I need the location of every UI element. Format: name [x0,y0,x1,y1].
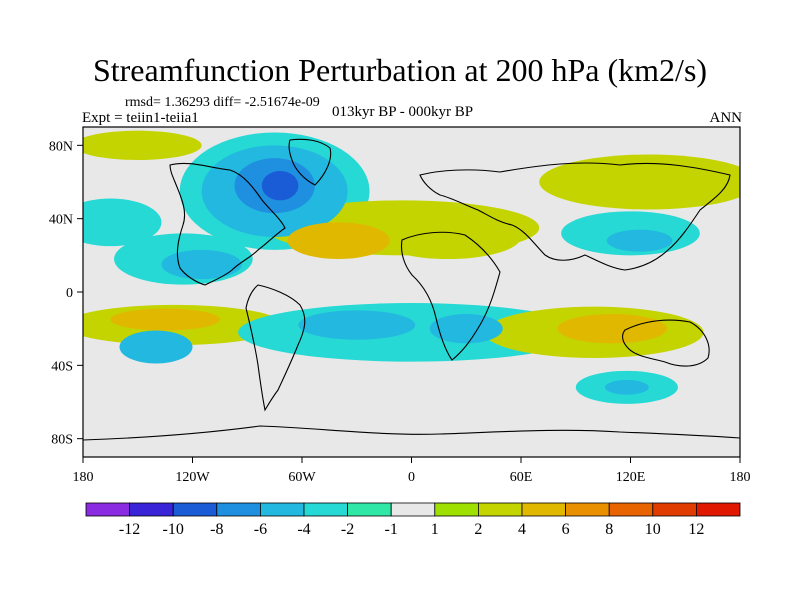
field-tropical-south-pacific-core [110,308,220,331]
season-label: ANN [709,110,743,126]
colorbar: -12 -10 -8 -6 -4 -2 -1 1 2 4 6 8 10 12 [85,502,741,538]
field-subtropical-atlantic-positive [287,222,390,259]
period-label: 013kyr BP - 000kyr BP [332,104,474,120]
colorbar-swatch [172,502,218,517]
x-tick-label: 180 [73,470,94,485]
colorbar-swatch [521,502,566,517]
y-tick-label: 40S [51,359,73,374]
y-tick-label: 80N [49,139,73,154]
colorbar-swatch [303,502,348,517]
colorbar-label: 6 [562,521,570,538]
experiment-label: Expt = teiin1-teiia1 [82,110,199,126]
colorbar-label: -12 [119,521,140,538]
coastline-australia [622,319,710,367]
field-south-atlantic-core [298,310,416,340]
y-tick-label: 40N [49,213,73,228]
coastline-north-america [169,162,286,286]
y-tick-label: 0 [66,286,73,301]
chart-title: Streamfunction Perturbation at 200 hPa (… [92,52,708,88]
field-australia-positive [557,314,667,344]
x-tick-label: 120W [175,470,210,485]
coastline-layer [83,138,740,441]
colorbar-swatch [129,502,174,517]
colorbar-swatch [347,502,392,517]
colorbar-label: 2 [474,521,482,538]
x-tick-label: 60W [288,470,316,485]
coastline-antarctica [83,425,740,441]
x-tick-label: 60E [510,470,533,485]
colorbar-swatch [652,502,697,517]
coastline-eurasia [419,162,731,271]
colorbar-swatch [477,502,523,517]
colorbar-label: 1 [431,521,439,538]
x-tick-label: 0 [408,470,415,485]
field-south-africa-core [429,314,503,344]
colorbar-label: -10 [163,521,184,538]
coastline-south-america [245,284,306,412]
colorbar-label: -1 [385,521,398,538]
y-axis: 80N 40N 0 40S 80S [49,139,83,448]
colorbar-swatch [216,502,261,517]
field-south-pacific-negative [119,330,193,364]
colorbar-swatch [434,502,479,517]
stats-text: rmsd= 1.36293 diff= -2.51674e-09 [125,95,320,110]
field-west-pacific-core [606,229,673,252]
field-north-pacific-negative [83,198,162,247]
field-north-atlantic-inner [261,171,299,201]
x-tick-label: 120E [616,470,646,485]
colorbar-swatch [85,502,130,517]
y-tick-label: 80S [51,433,73,448]
x-axis: 180 120W 60W 0 60E 120E 180 [73,457,751,485]
coastline-greenland [288,138,332,186]
colorbar-label: -4 [297,521,310,538]
field-east-asia-positive [539,154,740,210]
x-tick-label: 180 [730,470,751,485]
colorbar-swatch [390,502,436,517]
colorbar-label: -2 [341,521,354,538]
field-east-pacific-core [161,249,242,280]
colorbar-label: 12 [688,521,704,538]
colorbar-swatch [696,502,741,517]
coastline-africa [400,231,501,361]
field-layer [83,130,740,404]
colorbar-label: -6 [254,521,267,538]
colorbar-label: 8 [605,521,613,538]
colorbar-swatch [565,502,610,517]
colorbar-label: -8 [210,521,223,538]
field-arctic-north-positive [83,130,202,160]
field-eurasian-positive-band [375,215,521,259]
colorbar-swatch [259,502,305,517]
colorbar-swatch [608,502,654,517]
colorbar-label: 4 [518,521,526,538]
field-south-indian-core [604,380,649,395]
colorbar-label: 10 [645,521,661,538]
